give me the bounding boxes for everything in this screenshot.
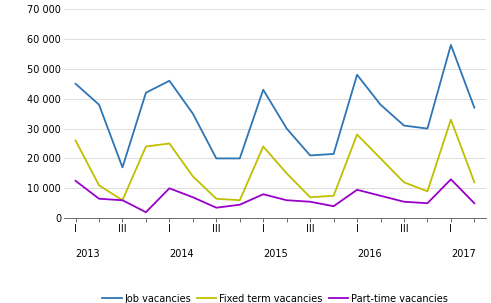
Fixed term vacancies	[190, 175, 196, 178]
Text: 2015: 2015	[263, 249, 288, 259]
Job vacancies	[307, 154, 313, 157]
Part-time vacancies	[378, 194, 383, 198]
Part-time vacancies	[119, 198, 125, 202]
Job vacancies	[425, 127, 431, 130]
Fixed term vacancies	[330, 194, 336, 198]
Job vacancies	[166, 79, 172, 83]
Fixed term vacancies	[471, 181, 477, 184]
Job vacancies	[401, 124, 407, 127]
Fixed term vacancies	[119, 198, 125, 202]
Job vacancies	[330, 152, 336, 156]
Part-time vacancies	[425, 201, 431, 205]
Fixed term vacancies	[96, 184, 102, 187]
Job vacancies	[471, 106, 477, 109]
Job vacancies	[237, 157, 243, 160]
Job vacancies	[214, 157, 219, 160]
Line: Fixed term vacancies: Fixed term vacancies	[76, 120, 474, 200]
Part-time vacancies	[307, 200, 313, 204]
Fixed term vacancies	[214, 197, 219, 201]
Part-time vacancies	[214, 206, 219, 210]
Part-time vacancies	[354, 188, 360, 191]
Fixed term vacancies	[378, 157, 383, 160]
Fixed term vacancies	[425, 189, 431, 193]
Part-time vacancies	[190, 195, 196, 199]
Job vacancies	[119, 165, 125, 169]
Part-time vacancies	[260, 192, 266, 196]
Part-time vacancies	[330, 205, 336, 208]
Line: Job vacancies: Job vacancies	[76, 45, 474, 167]
Fixed term vacancies	[166, 142, 172, 145]
Job vacancies	[143, 91, 149, 95]
Part-time vacancies	[448, 178, 454, 181]
Fixed term vacancies	[354, 133, 360, 136]
Job vacancies	[354, 73, 360, 77]
Part-time vacancies	[166, 186, 172, 190]
Part-time vacancies	[284, 198, 290, 202]
Legend: Job vacancies, Fixed term vacancies, Part-time vacancies: Job vacancies, Fixed term vacancies, Par…	[98, 290, 452, 303]
Text: 2014: 2014	[169, 249, 194, 259]
Job vacancies	[73, 82, 79, 85]
Fixed term vacancies	[284, 171, 290, 175]
Job vacancies	[260, 88, 266, 92]
Part-time vacancies	[73, 179, 79, 183]
Job vacancies	[448, 43, 454, 47]
Part-time vacancies	[237, 203, 243, 207]
Part-time vacancies	[96, 197, 102, 201]
Part-time vacancies	[401, 200, 407, 204]
Job vacancies	[190, 112, 196, 115]
Fixed term vacancies	[307, 195, 313, 199]
Job vacancies	[378, 103, 383, 106]
Part-time vacancies	[143, 210, 149, 214]
Fixed term vacancies	[143, 145, 149, 148]
Fixed term vacancies	[448, 118, 454, 122]
Fixed term vacancies	[237, 198, 243, 202]
Part-time vacancies	[471, 201, 477, 205]
Fixed term vacancies	[401, 181, 407, 184]
Text: 2013: 2013	[76, 249, 100, 259]
Text: 2017: 2017	[451, 249, 476, 259]
Text: 2016: 2016	[357, 249, 382, 259]
Job vacancies	[96, 103, 102, 106]
Fixed term vacancies	[260, 145, 266, 148]
Fixed term vacancies	[73, 139, 79, 142]
Job vacancies	[284, 127, 290, 130]
Line: Part-time vacancies: Part-time vacancies	[76, 179, 474, 212]
